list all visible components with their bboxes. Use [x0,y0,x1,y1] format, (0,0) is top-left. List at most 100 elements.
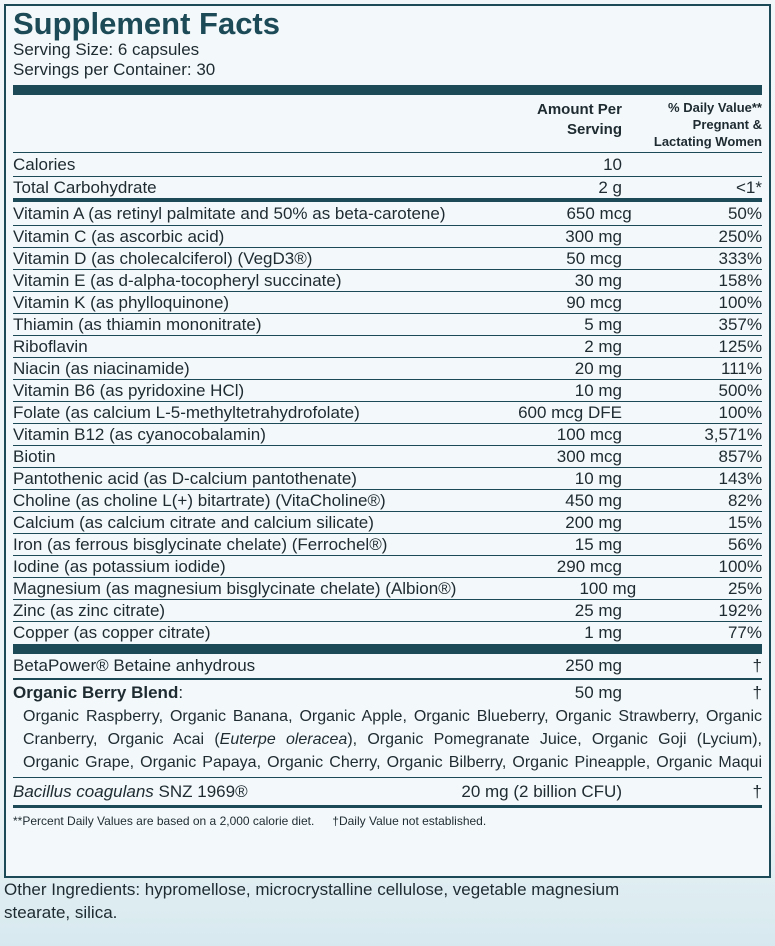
daily-value: † [752,656,762,675]
blend-ingredients: Organic Raspberry, Organic Banana, Organ… [13,705,762,774]
header-line: Pregnant & [692,117,762,132]
amount: 2 g [598,178,622,197]
blend-part: ), Organic Pomegranate Juice, Organic Go… [347,731,762,748]
amount: 30 mg [574,271,622,290]
daily-value: 50% [727,204,762,223]
daily-value: 100% [718,293,762,312]
nutrient-name: Calories [13,155,76,174]
daily-value: 111% [721,359,762,378]
nutrient-row: Folate (as calcium L-5-methyltetrahydrof… [13,401,762,423]
nutrient-row: Organic Berry Blend: 50 mg † [13,680,762,705]
nutrient-name: Thiamin (as thiamin mononitrate) [13,315,262,334]
nutrient-row: Vitamin A (as retinyl palmitate and 50% … [13,203,762,225]
amount: 2 mg [584,337,622,356]
nutrient-row: Niacin (as niacinamide) 20 mg 111% [13,357,762,379]
daily-value: 250% [718,227,762,246]
daily-value: 56% [727,535,762,554]
daily-value: 357% [718,315,762,334]
title: Supplement Facts [13,6,280,41]
nutrient-name: Iron (as ferrous bisglycinate chelate) (… [13,535,388,554]
blend-part: Organic Grape, Organic Papaya, Organic C… [23,754,762,771]
blend-part: Cranberry, Organic Acai ( [23,731,220,748]
nutrient-name: Vitamin A (as retinyl palmitate and 50% … [13,204,446,223]
amount: 100 mg [579,579,637,598]
nutrient-name: Vitamin E (as d-alpha-tocopheryl succina… [13,271,342,290]
nutrient-row: Total Carbohydrate 2 g <1* [13,176,762,198]
amount: 1 mg [584,623,622,642]
name-part: Bacillus coagulans [13,782,154,801]
nutrient-name: Organic Berry Blend: [13,680,422,705]
amount: 250 mg [565,656,622,675]
nutrient-name: Vitamin D (as cholecalciferol) (VegD3®) [13,249,313,268]
amount: 50 mcg [566,249,622,268]
nutrient-row: Vitamin C (as ascorbic acid) 300 mg 250% [13,225,762,247]
nutrient-row: Pantothenic acid (as D-calcium pantothen… [13,467,762,489]
spacer [13,95,452,152]
thick-bar [13,198,762,202]
daily-value: † [752,782,762,801]
amount: 100 mcg [556,425,622,444]
daily-value: 333% [718,249,762,268]
daily-value: 3,571% [704,425,762,444]
amount: 10 mg [574,381,622,400]
daily-value: 100% [718,557,762,576]
nutrient-name: Riboflavin [13,337,88,356]
serving-size: Serving Size: 6 capsules [13,40,200,59]
daily-value: 143% [718,469,762,488]
thick-bar [13,85,762,95]
footnotes: **Percent Daily Values are based on a 2,… [13,805,762,834]
nutrient-row: Thiamin (as thiamin mononitrate) 5 mg 357% [13,313,762,335]
nutrient-row: Vitamin E (as d-alpha-tocopheryl succina… [13,269,762,291]
amount: 50 mg [574,683,622,702]
nutrient-name: Copper (as copper citrate) [13,623,211,642]
nutrient-name: Magnesium (as magnesium bisglycinate che… [13,579,457,598]
blend-line: Organic Raspberry, Organic Banana, Organ… [23,705,762,728]
nutrient-row: Magnesium (as magnesium bisglycinate che… [13,577,762,599]
daily-value: <1* [736,178,762,197]
daily-value: 100% [718,403,762,422]
other-ingredients: Other Ingredients: hypromellose, microcr… [4,880,620,922]
nutrient-row: Biotin 300 mcg 857% [13,445,762,467]
daily-value: † [752,683,762,702]
nutrient-name: Zinc (as zinc citrate) [13,601,166,620]
header-line: Amount Per [536,101,622,118]
blend-line: Cranberry, Organic Acai (Euterpe olerace… [23,728,762,751]
nutrient-row: Vitamin D (as cholecalciferol) (VegD3®) 5… [13,247,762,269]
column-header: Amount Per Serving % Daily Value** Pregnant… [13,95,762,153]
daily-value: 15% [727,513,762,532]
nutrient-row: Calories 10 [13,154,762,176]
nutrient-name: Vitamin K (as phylloquinone) [13,293,230,312]
nutrient-row: Vitamin K (as phylloquinone) 90 mcg 100% [13,291,762,313]
daily-value: 25% [727,579,762,598]
header-line: Serving [566,121,622,138]
nutrient-row: Riboflavin 2 mg 125% [13,335,762,357]
dv-header: % Daily Value** Pregnant & Lactating Women [622,95,762,152]
daily-value: 158% [718,271,762,290]
nutrient-name: Iodine (as potassium iodide) [13,557,226,576]
name-part: : [178,683,184,702]
label-body: Supplement Facts Serving Size: 6 capsules… [13,8,762,834]
amount: 650 mcg [566,204,632,223]
header-line: Lactating Women [653,134,762,149]
nutrient-row: Iron (as ferrous bisglycinate chelate) (… [13,533,762,555]
footnote: †Daily Value not established. [332,814,487,828]
nutrient-name: Vitamin B12 (as cyanocobalamin) [13,425,266,444]
thick-bar [13,644,762,654]
amount: 20 mg (2 billion CFU) [461,782,622,801]
daily-value: 192% [718,601,762,620]
amount: 5 mg [584,315,622,334]
nutrient-row: BetaPower® Betaine anhydrous 250 mg † [13,654,762,678]
nutrient-name: Vitamin B6 (as pyridoxine HCl) [13,381,245,400]
amount: 25 mg [574,601,622,620]
amount: 200 mg [565,513,622,532]
amount: 600 mcg DFE [518,403,622,422]
footnote: **Percent Daily Values are based on a 2,… [13,814,315,828]
amount: 290 mcg [556,557,622,576]
nutrient-row: Zinc (as zinc citrate) 25 mg 192% [13,599,762,621]
header-line: % Daily Value** [668,100,762,115]
rule [13,678,762,680]
rule [13,777,762,778]
nutrient-name: Calcium (as calcium citrate and calcium … [13,513,374,532]
supplement-facts-label: Supplement Facts Serving Size: 6 capsules… [4,4,771,878]
amount: 10 [603,155,622,174]
